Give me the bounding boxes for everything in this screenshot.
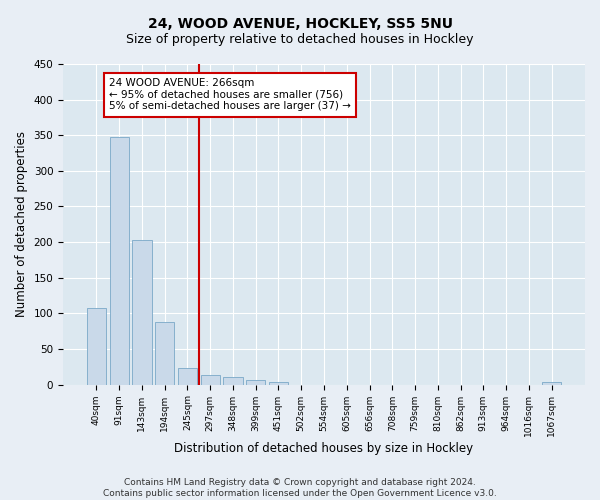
Bar xyxy=(178,368,197,384)
Bar xyxy=(110,136,129,384)
Bar xyxy=(542,382,561,384)
Y-axis label: Number of detached properties: Number of detached properties xyxy=(15,132,28,318)
Bar xyxy=(132,240,152,384)
Text: 24 WOOD AVENUE: 266sqm
← 95% of detached houses are smaller (756)
5% of semi-det: 24 WOOD AVENUE: 266sqm ← 95% of detached… xyxy=(109,78,351,112)
Bar xyxy=(87,308,106,384)
X-axis label: Distribution of detached houses by size in Hockley: Distribution of detached houses by size … xyxy=(175,442,473,455)
Bar xyxy=(269,382,288,384)
Bar xyxy=(200,374,220,384)
Bar xyxy=(155,322,175,384)
Bar xyxy=(246,380,265,384)
Bar xyxy=(223,378,242,384)
Text: 24, WOOD AVENUE, HOCKLEY, SS5 5NU: 24, WOOD AVENUE, HOCKLEY, SS5 5NU xyxy=(148,18,452,32)
Text: Size of property relative to detached houses in Hockley: Size of property relative to detached ho… xyxy=(126,32,474,46)
Text: Contains HM Land Registry data © Crown copyright and database right 2024.
Contai: Contains HM Land Registry data © Crown c… xyxy=(103,478,497,498)
